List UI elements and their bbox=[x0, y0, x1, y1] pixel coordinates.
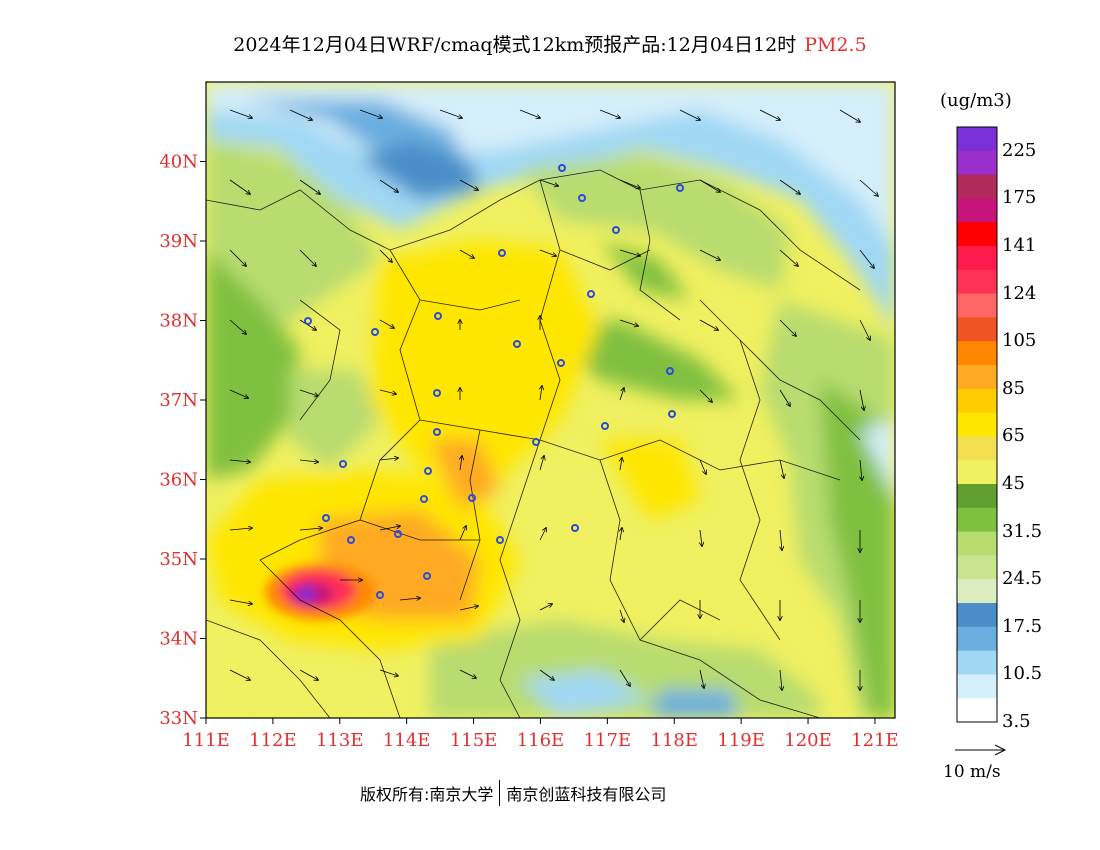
legend-swatch bbox=[957, 555, 997, 580]
wind-scale-label: 10 m/s bbox=[943, 762, 1001, 782]
lat-tick-label: 36N bbox=[159, 470, 198, 491]
longitude-axis: 111E 112E 113E 114E 115E 116E 117E 118E 119E 120E… bbox=[182, 718, 899, 751]
legend-swatch bbox=[957, 484, 997, 509]
lat-tick-label: 34N bbox=[159, 629, 198, 650]
legend-label: 141 bbox=[1002, 235, 1037, 256]
legend-swatch bbox=[957, 127, 997, 152]
latitude-axis: 40N 39N 38N 37N 36N 35N 34N 33N bbox=[159, 152, 206, 729]
lon-tick-label: 116E bbox=[517, 730, 565, 751]
legend-swatch bbox=[957, 174, 997, 199]
legend-swatch bbox=[957, 246, 997, 271]
legend-label: 175 bbox=[1002, 187, 1037, 209]
footer-copyright: 版权所有:南京大学 bbox=[360, 785, 494, 804]
legend-label: 31.5 bbox=[1002, 520, 1043, 542]
footer-company: 南京创蓝科技有限公司 bbox=[506, 785, 667, 804]
legend-swatch bbox=[957, 674, 997, 699]
lon-tick-label: 112E bbox=[249, 730, 297, 751]
lon-tick-label: 119E bbox=[717, 730, 765, 751]
lat-tick-label: 38N bbox=[159, 311, 198, 332]
legend-colorbar bbox=[956, 126, 998, 723]
legend-label: 65 bbox=[1002, 425, 1025, 447]
legend-label: 105 bbox=[1002, 330, 1037, 352]
footer: 版权所有:南京大学 南京创蓝科技有限公司 bbox=[360, 780, 666, 806]
lon-tick-label: 114E bbox=[383, 730, 431, 751]
legend-swatch bbox=[957, 341, 997, 366]
legend-swatch bbox=[957, 579, 997, 604]
legend-label: 85 bbox=[1002, 377, 1025, 399]
lat-tick-label: 35N bbox=[159, 549, 198, 570]
map-title: 2024年12月04日WRF/cmaq模式12km预报产品:12月04日12时 P… bbox=[0, 30, 1100, 57]
legend-label: 3.5 bbox=[1002, 711, 1031, 732]
concentration-field bbox=[206, 82, 895, 718]
legend-swatch bbox=[957, 365, 997, 390]
legend-swatch bbox=[957, 698, 997, 723]
lat-tick-label: 37N bbox=[159, 390, 198, 411]
legend-swatch bbox=[957, 150, 997, 176]
lat-tick-label: 33N bbox=[159, 708, 198, 729]
footer-separator bbox=[499, 780, 501, 806]
lat-tick-label: 40N bbox=[159, 152, 198, 173]
legend-swatch bbox=[957, 507, 997, 533]
title-pollutant: PM2.5 bbox=[804, 34, 867, 56]
legend-label: 10.5 bbox=[1002, 663, 1043, 685]
lon-tick-label: 117E bbox=[584, 730, 632, 751]
legend-swatch bbox=[957, 198, 997, 223]
legend-swatch bbox=[957, 650, 997, 675]
legend-frame bbox=[956, 126, 998, 723]
wind-scale-arrow-icon bbox=[955, 744, 1007, 756]
legend-swatch bbox=[957, 269, 997, 295]
legend-swatch bbox=[957, 317, 997, 342]
legend-label: 45 bbox=[1002, 473, 1025, 494]
city-circle-icon bbox=[304, 164, 684, 599]
legend-label: 225 bbox=[1002, 139, 1037, 161]
lon-tick-label: 113E bbox=[316, 730, 364, 751]
legend-swatch bbox=[957, 222, 997, 247]
legend-label: 17.5 bbox=[1002, 615, 1043, 637]
lon-tick-label: 118E bbox=[651, 730, 699, 751]
lon-tick-label: 115E bbox=[450, 730, 498, 751]
legend-label: 124 bbox=[1002, 282, 1037, 304]
legend-swatch bbox=[957, 531, 997, 556]
title-main: 2024年12月04日WRF/cmaq模式12km预报产品:12月04日12时 bbox=[233, 34, 797, 56]
lon-tick-label: 111E bbox=[182, 730, 230, 751]
legend-swatch bbox=[957, 412, 997, 437]
legend-swatch bbox=[957, 436, 997, 461]
lon-tick-label: 121E bbox=[851, 730, 899, 751]
lat-tick-label: 39N bbox=[159, 231, 198, 252]
legend-unit: (ug/m3) bbox=[940, 90, 1012, 111]
legend-label: 24.5 bbox=[1002, 568, 1043, 590]
legend-swatch bbox=[957, 603, 997, 628]
lon-tick-label: 120E bbox=[784, 730, 832, 751]
legend-swatch bbox=[957, 388, 997, 414]
legend-swatch bbox=[957, 626, 997, 652]
legend-swatch bbox=[957, 460, 997, 485]
legend-swatch bbox=[957, 293, 997, 318]
